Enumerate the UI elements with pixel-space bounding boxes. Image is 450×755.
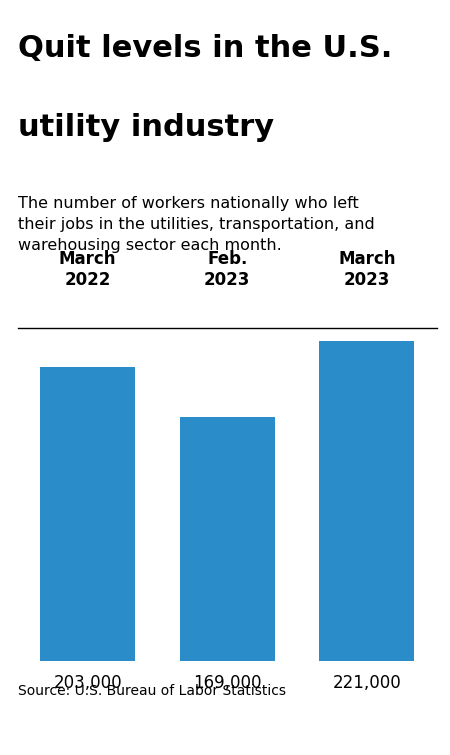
Text: Quit levels in the U.S.: Quit levels in the U.S. (18, 34, 392, 63)
Text: Feb.
2023: Feb. 2023 (204, 250, 251, 288)
Text: The number of workers nationally who left
their jobs in the utilities, transport: The number of workers nationally who lef… (18, 196, 375, 253)
Bar (320, 341, 414, 661)
Bar (40, 368, 135, 661)
Text: March
2023: March 2023 (338, 250, 396, 288)
Text: 169,000: 169,000 (193, 674, 261, 692)
Text: March
2022: March 2022 (59, 250, 117, 288)
Text: 203,000: 203,000 (54, 674, 122, 692)
Bar (180, 417, 274, 661)
Text: 221,000: 221,000 (333, 674, 401, 692)
Text: Source: U.S. Bureau of Labor Statistics: Source: U.S. Bureau of Labor Statistics (18, 684, 286, 698)
Text: utility industry: utility industry (18, 113, 274, 143)
